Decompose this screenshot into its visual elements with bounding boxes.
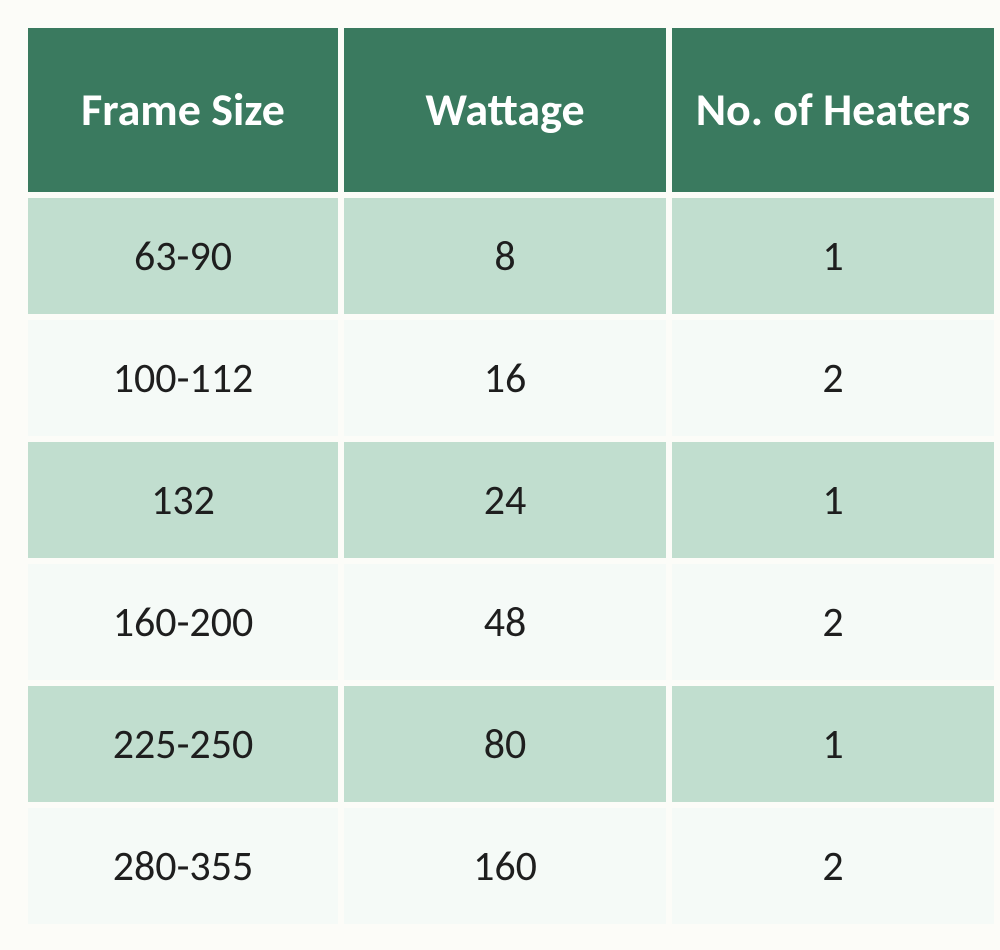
table-container: Frame Size Wattage No. of Heaters 63-90 … (0, 0, 1000, 950)
cell-frame-size: 100-112 (28, 320, 338, 436)
cell-heaters: 1 (672, 442, 994, 558)
cell-heaters: 1 (672, 198, 994, 314)
cell-frame-size: 160-200 (28, 564, 338, 680)
cell-wattage: 8 (344, 198, 666, 314)
col-header-wattage: Wattage (344, 28, 666, 192)
col-header-heaters: No. of Heaters (672, 28, 994, 192)
cell-frame-size: 132 (28, 442, 338, 558)
cell-frame-size: 280-355 (28, 808, 338, 924)
table-row: 132 24 1 (28, 442, 994, 558)
cell-heaters: 2 (672, 808, 994, 924)
cell-frame-size: 63-90 (28, 198, 338, 314)
heater-spec-table: Frame Size Wattage No. of Heaters 63-90 … (22, 22, 1000, 930)
cell-heaters: 2 (672, 564, 994, 680)
table-row: 225-250 80 1 (28, 686, 994, 802)
table-row: 100-112 16 2 (28, 320, 994, 436)
table-row: 160-200 48 2 (28, 564, 994, 680)
cell-wattage: 48 (344, 564, 666, 680)
col-header-frame-size: Frame Size (28, 28, 338, 192)
cell-heaters: 1 (672, 686, 994, 802)
table-row: 63-90 8 1 (28, 198, 994, 314)
cell-wattage: 24 (344, 442, 666, 558)
cell-frame-size: 225-250 (28, 686, 338, 802)
cell-wattage: 80 (344, 686, 666, 802)
cell-wattage: 160 (344, 808, 666, 924)
cell-wattage: 16 (344, 320, 666, 436)
table-row: 280-355 160 2 (28, 808, 994, 924)
cell-heaters: 2 (672, 320, 994, 436)
table-header-row: Frame Size Wattage No. of Heaters (28, 28, 994, 192)
